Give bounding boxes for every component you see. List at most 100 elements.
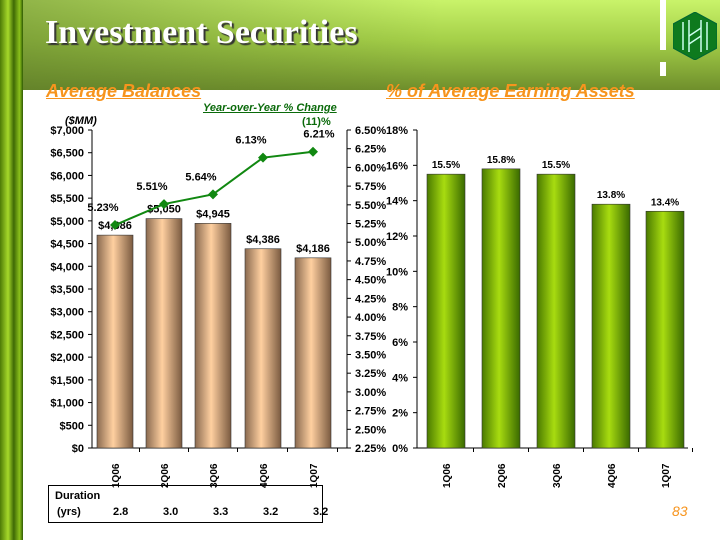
y-tick-label: 18% — [386, 125, 408, 137]
bar-value-label: 15.5% — [432, 160, 460, 171]
bar-value-label: 15.5% — [542, 160, 570, 171]
duration-table: Duration (yrs) 2.8 3.0 3.3 3.2 3.2 — [48, 485, 328, 523]
y2-tick-label: 5.75% — [355, 181, 386, 193]
bar-value-label: 13.4% — [651, 197, 679, 208]
x-tick-label: 1Q07 — [309, 463, 320, 488]
side-stripe — [0, 0, 23, 540]
logo-icon — [673, 12, 717, 60]
y-tick-label: $0 — [72, 443, 84, 455]
duration-value: 3.2 — [263, 506, 279, 518]
bar — [194, 223, 232, 449]
bar — [536, 173, 576, 449]
y-tick-label: $7,000 — [50, 125, 84, 137]
y-tick-label: $3,000 — [50, 307, 84, 319]
y-tick-label: $5,000 — [50, 216, 84, 228]
line-point-marker — [208, 189, 218, 200]
y2-tick-label: 3.25% — [355, 368, 386, 380]
y2-tick-label: 5.25% — [355, 219, 386, 231]
line-value-label: 5.23% — [87, 202, 118, 214]
y2-tick-label: 6.00% — [355, 162, 386, 174]
y-tick-label: $2,000 — [50, 352, 84, 364]
line-value-label: 5.51% — [136, 181, 167, 193]
y-tick-label: $1,000 — [50, 398, 84, 410]
y2-tick-label: 5.50% — [355, 200, 386, 212]
bar — [426, 173, 466, 449]
line-point-marker — [308, 146, 318, 157]
duration-label: Duration — [55, 490, 101, 502]
bar-value-label: 15.8% — [487, 155, 515, 166]
duration-value: 3.3 — [213, 506, 229, 518]
bar — [294, 257, 332, 449]
y2-tick-label: 3.50% — [355, 349, 386, 361]
x-tick-label: 1Q06 — [442, 463, 453, 488]
y2-tick-label: 4.75% — [355, 256, 386, 268]
divider — [660, 62, 666, 76]
x-tick-label: 1Q06 — [111, 463, 122, 488]
x-tick-label: 4Q06 — [607, 463, 618, 488]
bar — [96, 234, 134, 449]
y-tick-label: 14% — [386, 196, 408, 208]
y-tick-label: $500 — [60, 420, 84, 432]
y-tick-label: $4,000 — [50, 261, 84, 273]
y2-tick-label: 2.50% — [355, 424, 386, 436]
y-tick-label: $2,500 — [50, 329, 84, 341]
y2-tick-label: 4.00% — [355, 312, 386, 324]
y-tick-label: $5,500 — [50, 193, 84, 205]
y-tick-label: $1,500 — [50, 375, 84, 387]
line-value-label: 6.13% — [235, 135, 266, 147]
divider — [660, 0, 666, 50]
y2-tick-label: 6.25% — [355, 144, 386, 156]
x-tick-label: 4Q06 — [259, 463, 270, 488]
y-tick-label: $4,500 — [50, 239, 84, 251]
y-tick-label: 8% — [392, 302, 408, 314]
x-tick-label: 3Q06 — [552, 463, 563, 488]
header-band — [23, 0, 720, 90]
y2-tick-label: 4.50% — [355, 275, 386, 287]
page-title: Investment Securities — [45, 14, 358, 51]
x-tick-label: 1Q07 — [661, 463, 672, 488]
page-number: 83 — [672, 503, 688, 519]
y2-tick-label: 2.25% — [355, 443, 386, 455]
left-chart-title: Average Balances — [46, 81, 202, 101]
y-tick-label: 16% — [386, 160, 408, 172]
y-tick-label: 4% — [392, 372, 408, 384]
bar-value-label: $4,186 — [296, 243, 330, 255]
bar — [244, 248, 282, 449]
x-tick-label: 3Q06 — [209, 463, 220, 488]
x-tick-label: 2Q06 — [160, 463, 171, 488]
y-tick-label: 6% — [392, 337, 408, 349]
line-point-marker — [110, 220, 120, 231]
duration-value: 3.2 — [313, 506, 329, 518]
bar-value-label: $4,945 — [196, 208, 230, 220]
bar — [481, 168, 521, 449]
y-tick-label: $6,500 — [50, 148, 84, 160]
y-tick-label: $6,000 — [50, 170, 84, 182]
unit-label: ($MM) — [65, 115, 97, 127]
y-tick-label: 0% — [392, 443, 408, 455]
x-tick-label: 2Q06 — [497, 463, 508, 488]
duration-value: 2.8 — [113, 506, 129, 518]
bar — [645, 210, 685, 449]
y2-tick-label: 6.50% — [355, 125, 386, 137]
line-series-label: Year-over-Year % Change — [203, 102, 337, 114]
bar-value-label: $4,386 — [246, 234, 280, 246]
annotation: (11)% — [302, 116, 331, 128]
line-value-label: 6.21% — [303, 129, 334, 141]
line-point-marker — [159, 199, 169, 210]
duration-value: 3.0 — [163, 506, 179, 518]
bar — [145, 218, 183, 449]
right-chart-title: % of Average Earning Assets — [386, 81, 635, 101]
y-tick-label: 2% — [392, 408, 408, 420]
y2-tick-label: 3.00% — [355, 387, 386, 399]
bar-value-label: 13.8% — [597, 190, 625, 201]
line-value-label: 5.64% — [185, 171, 216, 183]
y-tick-label: $3,500 — [50, 284, 84, 296]
y2-tick-label: 3.75% — [355, 331, 386, 343]
y2-tick-label: 5.00% — [355, 237, 386, 249]
y2-tick-label: 4.25% — [355, 293, 386, 305]
y-tick-label: 12% — [386, 231, 408, 243]
y2-tick-label: 2.75% — [355, 406, 386, 418]
y-tick-label: 10% — [386, 266, 408, 278]
duration-unit: (yrs) — [57, 506, 81, 518]
